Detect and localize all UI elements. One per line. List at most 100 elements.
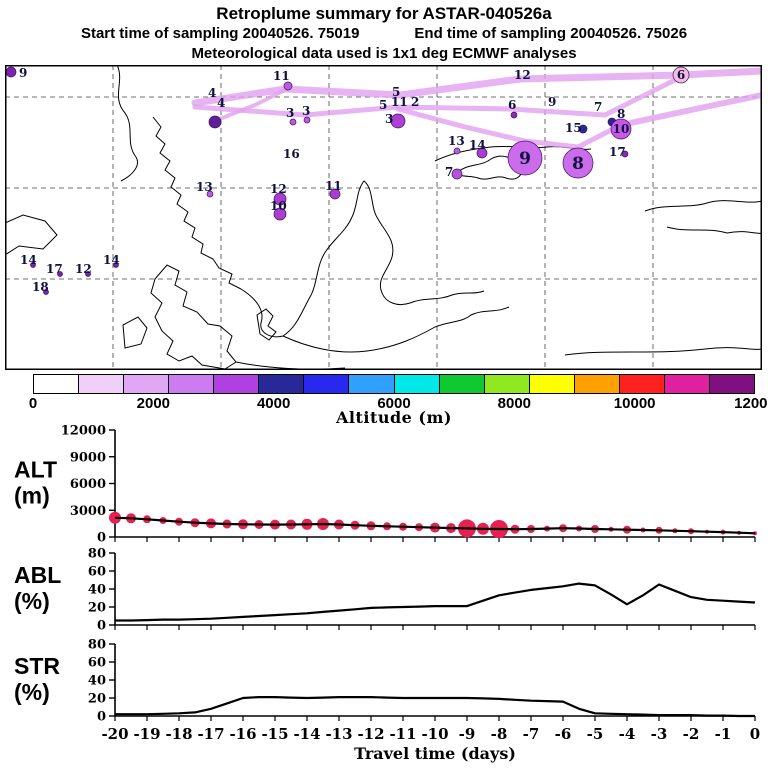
plume-marker	[329, 188, 341, 200]
plume-dot	[109, 511, 121, 524]
panel-label: ABL	[14, 562, 61, 588]
x-tick-label: 0	[750, 725, 760, 743]
marker-number: 7	[445, 165, 453, 179]
plume-marker	[30, 262, 36, 268]
colorbar-segment	[259, 375, 305, 393]
marker-number: 2	[411, 95, 419, 109]
colorbar-segment	[34, 375, 80, 393]
x-tick-label: -2	[683, 725, 700, 743]
marker-number: 11	[325, 179, 342, 193]
plume-marker	[390, 113, 406, 129]
colorbar-tick-label: 6000	[377, 395, 411, 412]
colorbar-segment	[439, 375, 485, 393]
plume-marker	[510, 111, 518, 119]
x-tick-label: -3	[651, 725, 668, 743]
plume-marker	[273, 207, 287, 221]
marker-number: 18	[32, 280, 49, 294]
x-tick-label: -4	[619, 725, 636, 743]
marker-number: 14	[103, 253, 120, 267]
met-data-line: Meteorological data used is 1x1 deg ECMW…	[191, 45, 577, 62]
plume-marker	[208, 115, 222, 129]
x-tick-label: -16	[229, 725, 256, 743]
abl-panel: 0 20 40 60 80 ABL(%)	[14, 547, 756, 634]
sampling-times-line: Start time of sampling 20040526. 75019 En…	[0, 24, 768, 44]
x-tick-label: -20	[101, 725, 128, 743]
colorbar-tick-label: 0	[28, 395, 38, 412]
marker-number: 3	[302, 104, 310, 118]
x-tick-label: -15	[261, 725, 288, 743]
x-tick-label: -13	[325, 725, 352, 743]
plume-marker	[289, 118, 297, 126]
figure-title: Retroplume summary for ASTAR-040526a	[216, 4, 552, 23]
colorbar-segment	[619, 375, 665, 393]
panel-label: ALT	[14, 457, 57, 483]
plume-marker	[43, 289, 49, 295]
y-tick-label: 40	[88, 583, 106, 598]
y-tick-label: 60	[88, 565, 106, 580]
plume-marker	[113, 262, 119, 268]
colorbar-segment	[79, 375, 125, 393]
end-time-text: End time of sampling 20040526. 75026	[414, 25, 688, 42]
y-tick-label: 80	[88, 638, 106, 653]
marker-number: 9	[519, 149, 531, 169]
colorbar-segment	[124, 375, 170, 393]
marker-number: 11	[273, 69, 290, 83]
trajectory-line	[215, 87, 289, 122]
plume-marker	[621, 150, 629, 158]
marker-number: 13	[196, 180, 213, 194]
marker-number: 10	[613, 122, 630, 136]
map-border	[5, 65, 762, 370]
colorbar-tick-label: 10000	[613, 395, 656, 412]
y-tick-label: 0	[97, 531, 106, 546]
x-tick-label: -10	[421, 725, 448, 743]
trajectory-line	[618, 92, 762, 128]
x-tick-label: -14	[293, 725, 320, 743]
colorbar-tick-label: 2000	[136, 395, 171, 412]
colorbar-segment	[214, 375, 260, 393]
y-tick-label: 20	[88, 601, 106, 616]
colorbar-segment	[709, 375, 754, 393]
plume-marker	[303, 116, 311, 124]
marker-number: 16	[283, 147, 300, 161]
altitude-colorbar	[33, 374, 755, 394]
marker-number: 15	[565, 121, 582, 135]
plume-marker	[562, 147, 594, 179]
x-tick-label: -5	[587, 725, 604, 743]
plume-marker	[672, 66, 690, 84]
marker-number: 11	[391, 95, 408, 109]
marker-number: 8	[617, 107, 625, 121]
marker-number: 13	[448, 134, 465, 148]
marker-number: 17	[609, 145, 626, 159]
marker-number: 12	[75, 262, 92, 276]
marker-number: 14	[20, 253, 37, 267]
y-tick-label: 9000	[70, 450, 106, 465]
marker-number: 17	[46, 262, 63, 276]
marker-number: 7	[594, 100, 602, 114]
marker-number: 12	[270, 182, 287, 196]
trajectory-line	[192, 76, 680, 118]
marker-number: 9	[19, 66, 27, 80]
y-tick-label: 6000	[70, 477, 106, 492]
plume-marker	[451, 168, 463, 180]
marker-number: 6	[508, 98, 516, 112]
plume-marker	[476, 147, 488, 159]
colorbar-segment	[304, 375, 350, 393]
plume-marker	[578, 124, 588, 134]
y-tick-label: 0	[97, 710, 106, 725]
str-panel: 0 20 40 60 80 STR(%)	[14, 638, 756, 725]
panel-label: (m)	[14, 483, 50, 509]
y-tick-label: 80	[88, 547, 106, 562]
x-tick-label: -18	[165, 725, 192, 743]
y-tick-label: 40	[88, 674, 106, 689]
marker-number: 8	[572, 154, 584, 174]
timeseries-panels: 030006000900012000ALT(m)020406080ABL(%)0…	[14, 425, 760, 763]
x-tick-label: -17	[197, 725, 224, 743]
colorbar-tick-label: 8000	[497, 395, 532, 412]
plume-marker	[206, 190, 214, 198]
plume-marker	[610, 118, 632, 140]
data-line	[115, 696, 755, 718]
y-tick-label: 60	[88, 656, 106, 671]
